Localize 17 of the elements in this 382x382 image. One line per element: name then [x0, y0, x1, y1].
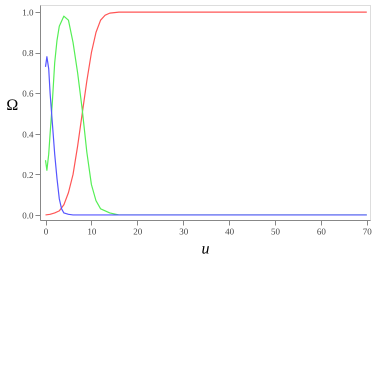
y-tick-label: 0.8: [22, 48, 34, 58]
line-series: [44, 56, 368, 216]
y-tick-label: 0.6: [22, 88, 34, 99]
x-tick-label: 60: [316, 226, 326, 236]
y-tick-label: 0.0: [22, 210, 34, 220]
x-tick-label: 50: [270, 226, 280, 236]
x-tick-label: 30: [179, 226, 189, 236]
x-tick-label: 10: [87, 226, 97, 236]
y-tick-label: 0.2: [22, 170, 34, 180]
x-axis-title: u: [202, 240, 210, 258]
y-axis-title: Ω: [6, 97, 18, 114]
x-tick-label: 40: [225, 226, 235, 236]
y-tick-label: 1.0: [22, 8, 34, 18]
x-tick-label: 70: [362, 226, 372, 236]
x-tick-label: 20: [133, 226, 143, 236]
x-tick-label: 0: [44, 226, 49, 236]
y-tick-label: 0.4: [22, 129, 34, 140]
